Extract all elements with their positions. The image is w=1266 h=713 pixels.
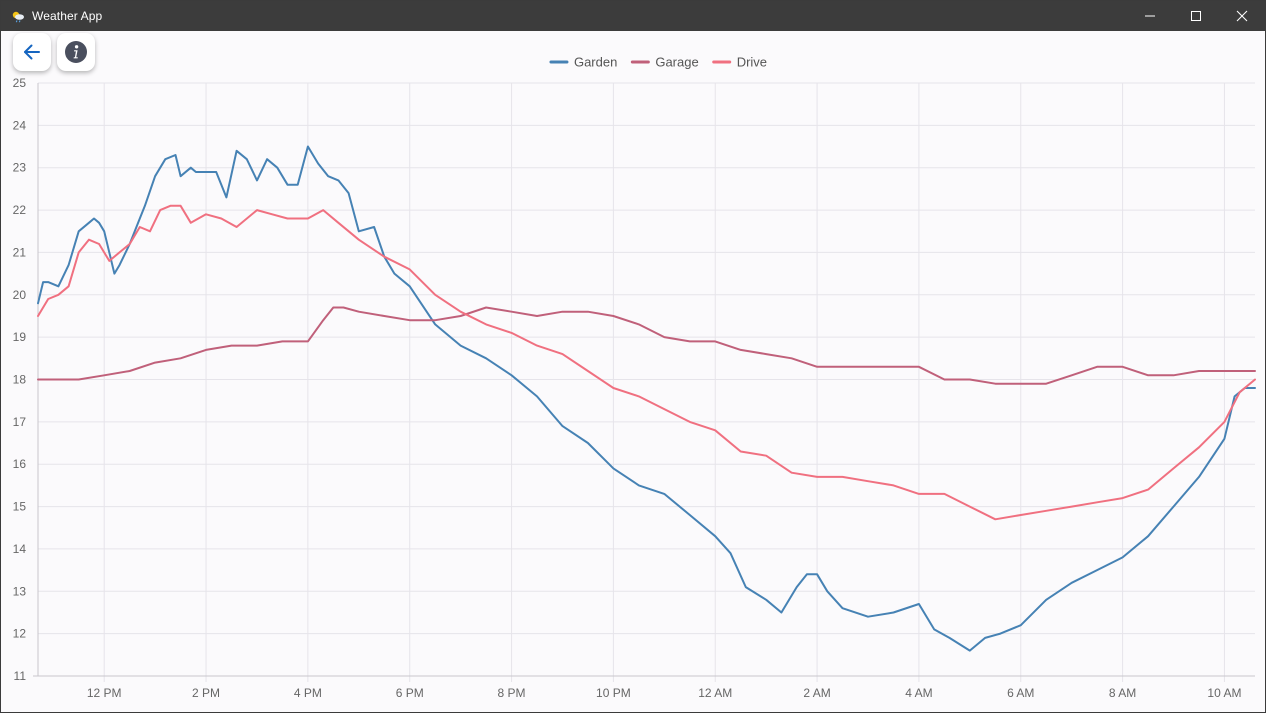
- x-tick-label: 12 PM: [87, 686, 122, 700]
- close-icon: [1236, 10, 1248, 22]
- x-tick-label: 8 PM: [498, 686, 526, 700]
- y-tick-label: 13: [13, 584, 27, 598]
- series-line-garden: [37, 145, 1256, 652]
- y-tick-label: 12: [13, 627, 27, 641]
- x-tick-label: 12 AM: [698, 686, 732, 700]
- x-tick-label: 2 PM: [192, 686, 220, 700]
- y-tick-label: 25: [13, 76, 27, 90]
- y-tick-label: 23: [13, 161, 27, 175]
- close-button[interactable]: [1219, 1, 1265, 31]
- x-tick-label: 6 PM: [396, 686, 424, 700]
- legend-item-drive[interactable]: Drive: [712, 55, 767, 70]
- series-line-drive: [37, 204, 1256, 521]
- y-tick-label: 22: [13, 203, 27, 217]
- window-title: Weather App: [32, 9, 103, 23]
- y-tick-label: 18: [13, 373, 27, 387]
- main-content: 11 12 13 14 15 16 17 18 19 20 21 22 23 24 25 12 PM 2 PM 4…: [1, 31, 1265, 712]
- maximize-icon: [1191, 11, 1201, 21]
- x-tick-label: 4 PM: [294, 686, 322, 700]
- y-tick-label: 17: [13, 415, 27, 429]
- grid: [38, 82, 1255, 682]
- x-tick-label: 4 AM: [905, 686, 932, 700]
- minimize-icon: [1145, 15, 1155, 17]
- y-tick-label: 14: [13, 542, 27, 556]
- arrow-left-icon: [24, 44, 40, 60]
- x-tick-label: 2 AM: [803, 686, 830, 700]
- window-controls: [1127, 1, 1265, 31]
- legend-label: Garden: [574, 55, 617, 70]
- back-button[interactable]: [13, 33, 51, 71]
- info-icon: [65, 41, 87, 63]
- info-button[interactable]: [57, 33, 95, 71]
- legend-item-garage[interactable]: Garage: [630, 55, 699, 70]
- y-tick-label: 20: [13, 288, 27, 302]
- legend: Garden Garage Drive: [549, 55, 767, 70]
- x-tick-label: 10 AM: [1207, 686, 1241, 700]
- y-tick-label: 24: [13, 118, 27, 132]
- temperature-chart: 11 12 13 14 15 16 17 18 19 20 21 22 23 24 25 12 PM 2 PM 4…: [13, 55, 1256, 700]
- legend-label: Drive: [737, 55, 767, 70]
- legend-label: Garage: [655, 55, 698, 70]
- y-tick-label: 19: [13, 330, 27, 344]
- y-tick-label: 16: [13, 457, 27, 471]
- y-tick-label: 21: [13, 245, 27, 259]
- y-tick-label: 11: [14, 669, 27, 683]
- maximize-button[interactable]: [1173, 1, 1219, 31]
- x-tick-label: 8 AM: [1109, 686, 1136, 700]
- x-tick-label: 10 PM: [596, 686, 631, 700]
- series-line-garage: [37, 306, 1256, 385]
- legend-item-garden[interactable]: Garden: [549, 55, 617, 70]
- y-tick-label: 15: [13, 500, 27, 514]
- weather-icon: [11, 9, 25, 23]
- title-bar[interactable]: Weather App: [1, 1, 1265, 31]
- x-tick-label: 6 AM: [1007, 686, 1034, 700]
- minimize-button[interactable]: [1127, 1, 1173, 31]
